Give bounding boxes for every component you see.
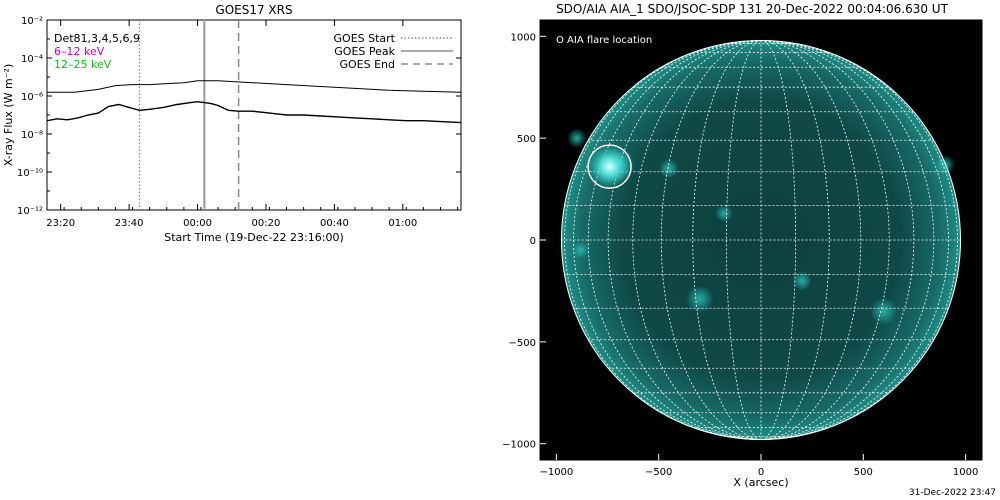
x-tick-label: −1000 [539, 467, 573, 478]
y-tick-label: 10⁻² [21, 16, 43, 27]
longitude-line [632, 40, 762, 440]
longitude-line [760, 40, 797, 440]
y-tick-label: 500 [517, 134, 536, 145]
legend-label-peak: GOES Peak [334, 45, 395, 58]
band-label-12-25kev: 12–25 keV [54, 58, 112, 71]
longitude-line [760, 40, 935, 440]
event-markers [138, 20, 240, 210]
x-axis-label: X (arcsec) [733, 476, 788, 489]
solar-disk [561, 40, 961, 440]
y-tick-label: 10⁻¹² [17, 206, 43, 217]
y-tick-label: 1000 [511, 32, 536, 43]
x-axis-ticks: −1000 −500 0 500 1000 [539, 454, 978, 478]
footer-timestamp: 31-Dec-2022 23:47 [909, 488, 996, 498]
legend-label-end: GOES End [339, 58, 395, 71]
legend: GOES Start GOES Peak GOES End [334, 32, 453, 71]
longitude-line [692, 40, 762, 440]
y-tick-label: 0 [530, 236, 536, 247]
longitude-line [760, 40, 915, 440]
active-region [935, 154, 955, 175]
longitude-line [760, 40, 890, 440]
flare-bright-region [588, 145, 632, 189]
active-region [870, 297, 898, 325]
flare-location-circle [587, 144, 632, 189]
y-tick-label: 10⁻¹⁰ [17, 168, 43, 179]
longitude-line [760, 40, 830, 440]
x-tick-label: 00:00 [183, 218, 212, 229]
heliographic-grid [561, 40, 961, 440]
active-region [686, 285, 714, 313]
legend-label-start: GOES Start [334, 32, 396, 45]
y-tick-label: 10⁻⁸ [21, 130, 43, 141]
longitude-line [760, 40, 949, 440]
longitude-line [587, 40, 762, 440]
band-label-6-12kev: 6–12 keV [54, 45, 105, 58]
x-tick-label: −500 [645, 467, 672, 478]
x-axis-ticks: 23:20 23:40 00:00 00:20 00:40 01:00 [46, 20, 459, 229]
flare-legend-label: O AIA flare location [556, 35, 652, 46]
x-tick-label: 00:20 [252, 218, 281, 229]
x-tick-label: 23:40 [115, 218, 144, 229]
longitude-line [607, 40, 762, 440]
goes-xrs-chart: GOES17 XRS 10⁻² 10⁻⁴ 10⁻⁶ 10⁻⁸ 10⁻¹⁰ 10⁻¹² 23… [2, 3, 462, 244]
x-tick-label: 00:40 [320, 218, 349, 229]
x-tick-label: 1000 [953, 467, 978, 478]
series-line-0 [47, 80, 461, 93]
active-region [572, 241, 590, 259]
aia-image-panel: SDO/AIA AIA_1 SDO/JSOC-SDP 131 20-Dec-20… [502, 2, 983, 489]
flux-series [47, 80, 461, 124]
longitude-line [760, 40, 862, 440]
image-title: SDO/AIA AIA_1 SDO/JSOC-SDP 131 20-Dec-20… [556, 2, 949, 16]
y-axis-ticks: 10⁻² 10⁻⁴ 10⁻⁶ 10⁻⁸ 10⁻¹⁰ 10⁻¹² [17, 16, 461, 217]
y-axis-ticks: 1000 500 0 −500 −1000 [502, 32, 546, 451]
longitude-line [725, 40, 762, 440]
y-tick-label: −1000 [502, 440, 536, 451]
x-tick-label: 0 [758, 467, 764, 478]
y-axis-label: X-ray Flux (W m⁻²) [2, 64, 15, 166]
longitude-line [573, 40, 762, 440]
limb-outline [560, 39, 962, 441]
x-tick-label: 23:20 [46, 218, 75, 229]
detector-label: Det81,3,4,5,6,9 [54, 32, 140, 45]
y-tick-label: 10⁻⁴ [21, 54, 43, 65]
active-region [792, 270, 812, 291]
longitude-line [660, 40, 762, 440]
active-region [715, 204, 733, 223]
active-region [659, 158, 679, 179]
y-tick-label: −500 [509, 338, 536, 349]
active-region [567, 128, 587, 148]
y-tick-label: 10⁻⁶ [21, 92, 43, 103]
x-tick-label: 500 [854, 467, 873, 478]
series-line-1 [47, 100, 461, 124]
x-axis-label: Start Time (19-Dec-22 23:16:00) [164, 231, 344, 244]
plot-frame [46, 19, 462, 211]
x-tick-label: 01:00 [388, 218, 417, 229]
chart-title: GOES17 XRS [215, 3, 292, 17]
solar-disk-image [551, 30, 971, 450]
